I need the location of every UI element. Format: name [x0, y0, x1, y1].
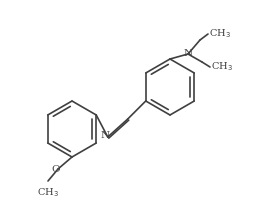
Text: O: O: [52, 166, 60, 175]
Text: N: N: [183, 49, 193, 58]
Text: CH$_3$: CH$_3$: [209, 28, 231, 40]
Text: CH$_3$: CH$_3$: [211, 61, 233, 73]
Text: N: N: [100, 131, 109, 141]
Text: CH$_3$: CH$_3$: [37, 186, 59, 199]
